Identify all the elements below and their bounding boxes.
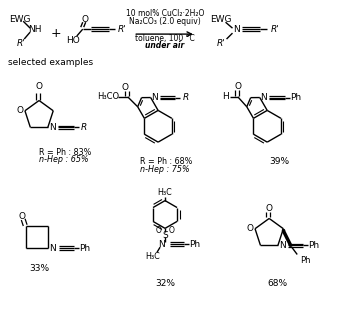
Text: 33%: 33% — [29, 264, 49, 274]
Text: N: N — [49, 123, 56, 132]
Text: Ph: Ph — [189, 240, 201, 249]
Text: HO: HO — [66, 36, 80, 44]
Text: Ph: Ph — [79, 244, 90, 253]
Text: O: O — [234, 82, 241, 91]
Text: N: N — [49, 244, 56, 253]
Text: R: R — [182, 93, 189, 102]
Text: N: N — [233, 25, 240, 33]
Text: Ph: Ph — [300, 256, 310, 265]
Text: R': R' — [271, 25, 280, 33]
Text: n-Hep : 75%: n-Hep : 75% — [140, 165, 190, 174]
Text: H: H — [223, 92, 229, 101]
Text: H₃C: H₃C — [145, 252, 160, 261]
Text: O: O — [19, 212, 26, 221]
Text: S: S — [162, 231, 168, 240]
Text: N: N — [151, 93, 158, 102]
Text: under air: under air — [145, 42, 185, 50]
Text: 10 mol% CuCl₂·2H₂O: 10 mol% CuCl₂·2H₂O — [126, 9, 204, 18]
Text: EWG: EWG — [210, 15, 231, 24]
Text: Ph: Ph — [290, 93, 301, 102]
Text: O: O — [169, 226, 175, 235]
Text: H₃CO: H₃CO — [97, 92, 119, 101]
Text: N: N — [280, 241, 286, 250]
Text: selected examples: selected examples — [8, 58, 93, 67]
Text: N: N — [261, 93, 267, 102]
Text: O: O — [247, 224, 254, 233]
Text: Na₂CO₃ (2.0 equiv): Na₂CO₃ (2.0 equiv) — [129, 17, 201, 26]
Text: O: O — [121, 84, 128, 92]
Text: R = Ph : 68%: R = Ph : 68% — [140, 157, 193, 167]
Text: R': R' — [17, 38, 26, 48]
Text: n-Hep : 65%: n-Hep : 65% — [39, 156, 89, 164]
Text: R': R' — [118, 25, 127, 33]
Text: NH: NH — [28, 25, 42, 33]
Text: 68%: 68% — [267, 280, 287, 288]
Text: O: O — [155, 226, 161, 235]
Text: toluene, 100 °C: toluene, 100 °C — [135, 33, 195, 43]
Text: R = Ph : 83%: R = Ph : 83% — [39, 147, 91, 156]
Text: 39%: 39% — [269, 157, 289, 167]
Text: +: + — [50, 27, 61, 40]
Text: H₃C: H₃C — [158, 188, 173, 197]
Text: Ph: Ph — [308, 241, 319, 250]
Text: O: O — [35, 82, 43, 91]
Text: O: O — [16, 106, 24, 115]
Text: 32%: 32% — [155, 280, 175, 288]
Text: R: R — [80, 123, 87, 132]
Text: R': R' — [217, 38, 226, 48]
Text: EWG: EWG — [9, 15, 31, 24]
Text: O: O — [266, 204, 273, 213]
Text: N: N — [158, 240, 164, 249]
Text: O: O — [81, 15, 88, 24]
